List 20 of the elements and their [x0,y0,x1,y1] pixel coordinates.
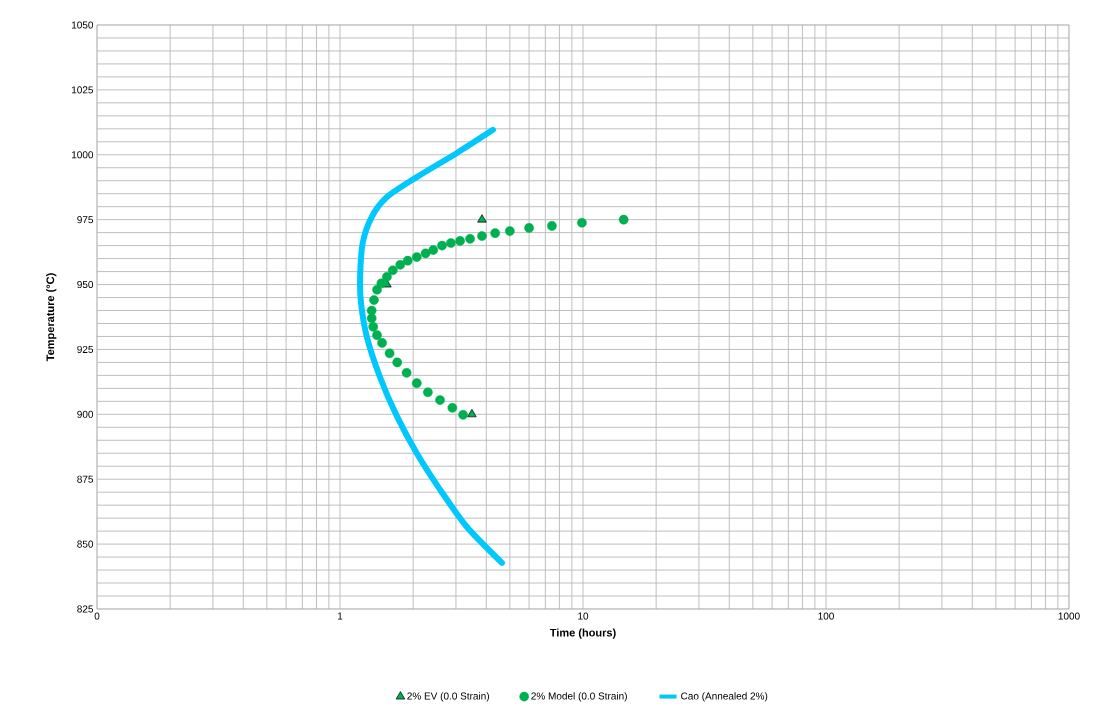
x-tick-label: 0 [94,612,100,620]
y-axis-title: Temperature (°C) [46,273,57,362]
x-axis-title: Time (hours) [549,628,616,639]
y-tick-label: 950 [77,281,94,289]
y-tick-label: 1000 [72,151,94,159]
x-tick-label: 100 [818,612,834,620]
y-tick-label: 900 [77,410,94,418]
x-tick-label: 10 [578,612,589,620]
y-tick-label: 875 [77,475,94,483]
legend-label: 2% EV (0.0 Strain) [407,692,489,702]
legend-label: Cao (Annealed 2%) [681,692,768,702]
y-tick-label: 925 [77,345,94,353]
y-tick-label: 825 [77,605,94,613]
y-tick-label: 1050 [72,21,94,29]
y-tick-label: 850 [77,540,94,548]
x-tick-label: 1000 [1058,612,1080,620]
y-tick-label: 975 [77,216,94,224]
x-tick-label: 1 [337,612,343,620]
y-tick-label: 1025 [72,86,94,94]
legend-label: 2% Model (0.0 Strain) [531,692,627,702]
